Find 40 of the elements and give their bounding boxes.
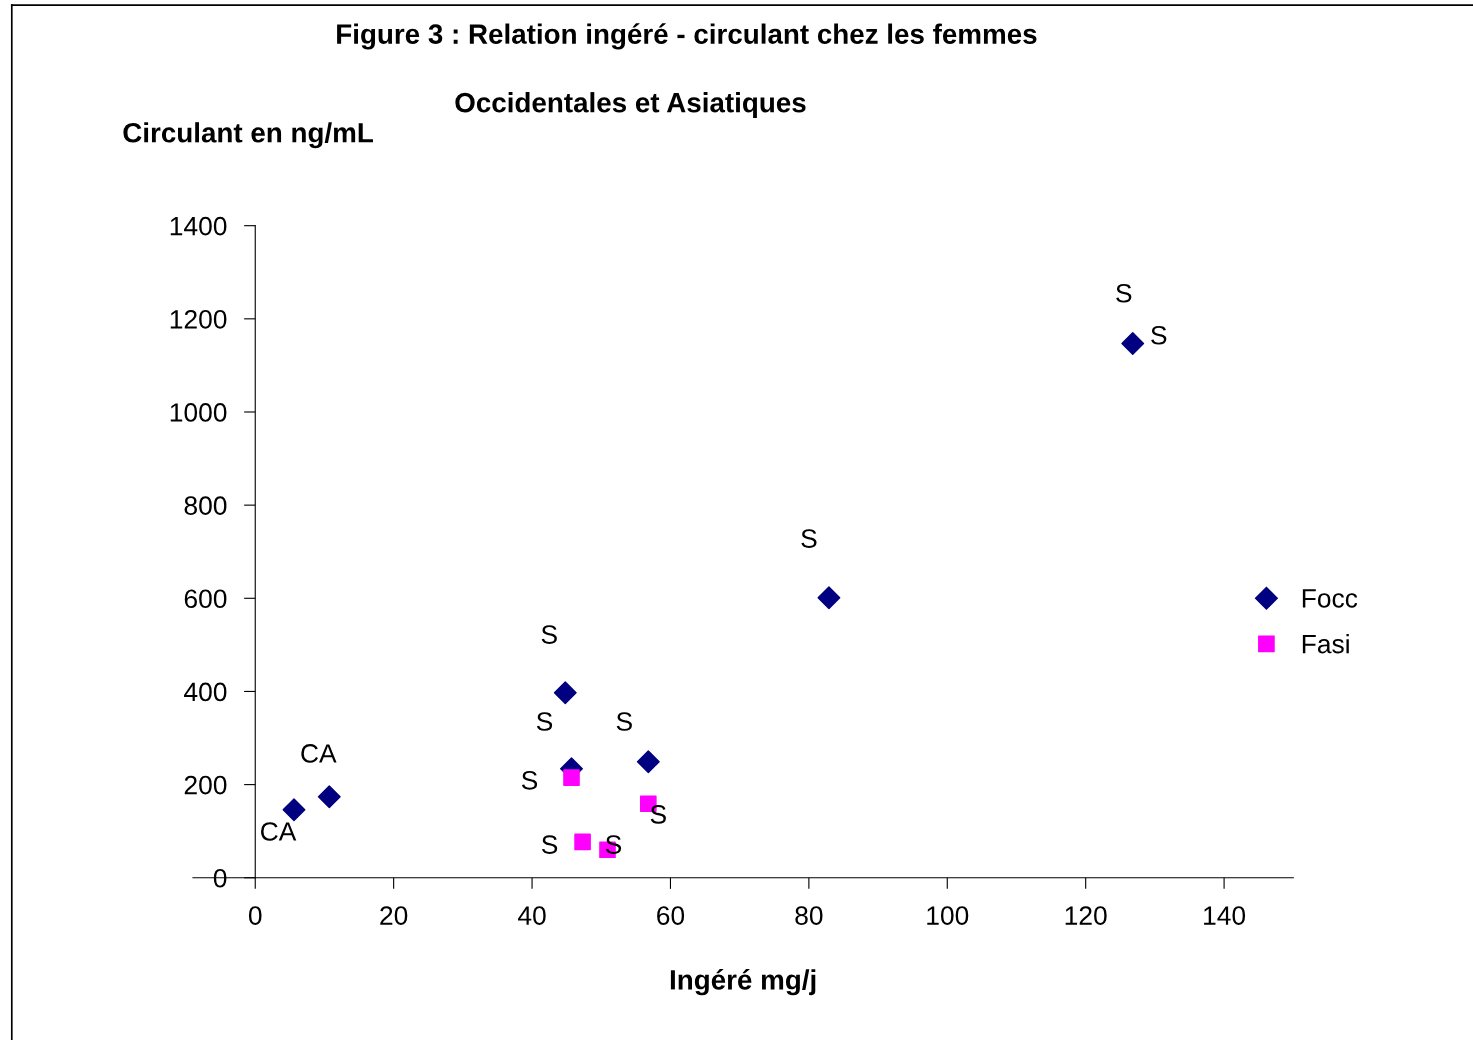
point	[574, 833, 591, 851]
point	[282, 798, 306, 822]
x-tick-label: 100	[927, 906, 969, 925]
annotation: CA	[261, 822, 297, 841]
y-tick-label: 400	[184, 682, 227, 702]
annotation: S	[1116, 283, 1132, 303]
x-tick-label: 140	[1204, 906, 1246, 925]
x-tick-label: 120	[1065, 906, 1107, 925]
chart-subtitle: Occidentales et Asiatiques	[455, 92, 806, 118]
point	[317, 785, 341, 809]
annotation: CA	[301, 744, 337, 763]
y-tick-label: 1400	[170, 216, 227, 236]
annotation: S	[1151, 325, 1167, 345]
point	[636, 750, 660, 774]
x-axis-title: Ingéré mg/j	[670, 969, 816, 996]
y-axis-title: Circulant en ng/mL	[123, 122, 373, 149]
y-tick-label: 1000	[170, 403, 227, 422]
y-tick-label: 600	[184, 589, 227, 609]
point	[1121, 332, 1145, 355]
point	[563, 769, 580, 786]
x-tick-label: 80	[795, 906, 823, 925]
y-tick-label: 1200	[170, 309, 227, 329]
x-tick-label: 60	[657, 906, 685, 925]
point	[817, 586, 841, 610]
point	[553, 681, 577, 705]
legend-label: Focc	[1302, 589, 1358, 608]
annotation: S	[801, 529, 817, 548]
x-tick-label: 0	[248, 906, 262, 925]
legend-label: Fasi	[1302, 634, 1349, 654]
annotation: S	[541, 835, 558, 854]
annotation: S	[536, 712, 553, 731]
x-tick-label: 20	[380, 906, 408, 925]
x-tick-label: 40	[517, 906, 546, 925]
annotation: S	[650, 805, 666, 824]
annotation: S	[521, 771, 538, 790]
chart-title: Figure 3 : Relation ingéré - circulant chez les femmes	[337, 23, 1037, 50]
y-tick-label: 200	[184, 775, 227, 795]
annotation: S	[616, 712, 632, 731]
y-tick-label: 800	[184, 496, 227, 515]
annotation: S	[541, 625, 557, 644]
